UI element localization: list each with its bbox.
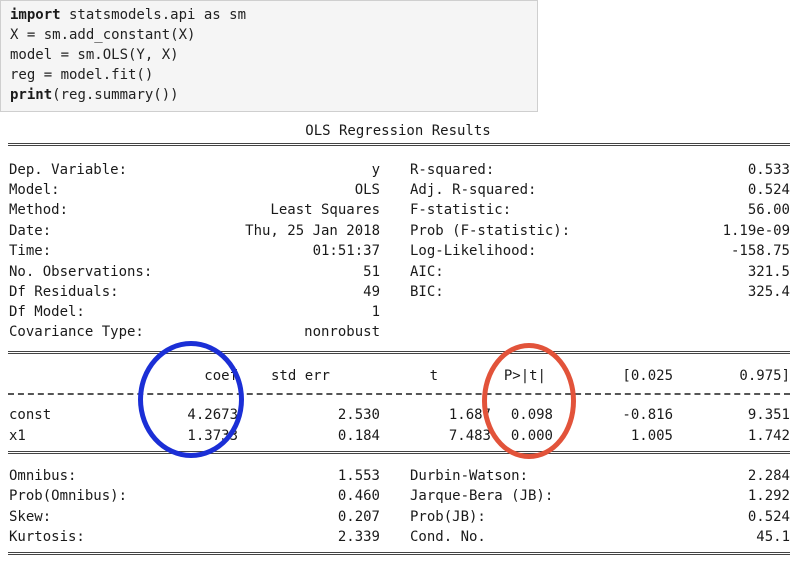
stat-label: Cond. No. [410,529,486,545]
stat-value: 321.5 [747,264,790,280]
coef-cell: 1.3733 [187,428,238,444]
stat-value: 49 [363,284,380,300]
code-line-2: X = sm.add_constant(X) [10,27,196,43]
stat-label: Model: [9,182,60,198]
stat-value: nonrobust [304,324,380,340]
stat-value: 0.533 [747,162,790,178]
code-line-4: reg = model.fit() [10,67,154,83]
code-input-cell[interactable]: import statsmodels.api as sm X = sm.add_… [0,0,538,112]
stat-label: Df Model: [9,304,85,320]
stat-value: 1 [371,304,380,320]
coef-row-name: x1 [9,428,26,444]
stat-value: 01:51:37 [312,243,380,259]
stat-label: Omnibus: [9,468,77,484]
ci-upper-header: 0.975] [739,368,790,384]
stat-label: Prob (F-statistic): [410,223,571,239]
stat-label: Adj. R-squared: [410,182,537,198]
stat-value: 1.553 [337,468,380,484]
stat-value: 56.00 [747,202,790,218]
stat-value: 0.524 [747,182,790,198]
stat-value: Least Squares [270,202,380,218]
stat-label: Kurtosis: [9,529,85,545]
stat-value: y [371,162,380,178]
stat-value: 0.207 [337,509,380,525]
stat-label: AIC: [410,264,444,280]
code-line-5: print(reg.summary()) [10,87,179,103]
stat-label: Df Residuals: [9,284,119,300]
t-stat-header: t [429,368,438,384]
coef-cell: 2.530 [337,407,380,423]
stat-value: 2.339 [337,529,380,545]
stat-label: F-statistic: [410,202,512,218]
rule-double-bottom [8,552,790,558]
coef-cell: 1.687 [448,407,491,423]
stat-label: Prob(JB): [410,509,486,525]
stat-label: Time: [9,243,52,259]
stat-value: 45.1 [756,529,790,545]
code-line-3: model = sm.OLS(Y, X) [10,47,179,63]
rule-double-top [8,143,790,149]
code-line-1: import statsmodels.api as sm [10,7,247,23]
coef-cell: 0.184 [337,428,380,444]
stat-label: Date: [9,223,52,239]
stat-label: BIC: [410,284,444,300]
coef-cell: 1.005 [630,428,673,444]
stat-label: Log-Likelihood: [410,243,537,259]
stat-label: No. Observations: [9,264,153,280]
stat-label: Durbin-Watson: [410,468,529,484]
stat-label: Skew: [9,509,52,525]
stat-value: -158.75 [730,243,790,259]
stat-value: 0.524 [747,509,790,525]
coef-cell: -0.816 [622,407,673,423]
coef-cell: 9.351 [747,407,790,423]
stat-value: 1.292 [747,488,790,504]
stat-value: 0.460 [337,488,380,504]
stat-value: Thu, 25 Jan 2018 [245,223,380,239]
coef-cell: 0.098 [510,407,553,423]
stat-label: Covariance Type: [9,324,144,340]
rule-dashed-coef [8,393,790,395]
stat-label: Jarque-Bera (JB): [410,488,554,504]
coef-header: coef [204,368,238,384]
coef-cell: 7.483 [448,428,491,444]
coef-row-name: const [9,407,52,423]
coef-cell: 4.2673 [187,407,238,423]
ci-lower-header: [0.025 [622,368,673,384]
coef-cell: 0.000 [510,428,553,444]
stat-label: R-squared: [410,162,495,178]
stat-value: 51 [363,264,380,280]
stat-label: Dep. Variable: [9,162,128,178]
stat-value: 2.284 [747,468,790,484]
rule-double-mid [8,351,790,357]
std-err-header: std err [270,368,330,384]
summary-title: OLS Regression Results [305,123,491,139]
stat-value: OLS [354,182,380,198]
coef-cell: 1.742 [747,428,790,444]
p-value-header: P>|t| [503,368,546,384]
stat-value: 1.19e-09 [722,223,790,239]
stat-label: Method: [9,202,69,218]
rule-double-lower [8,451,790,457]
stat-label: Prob(Omnibus): [9,488,128,504]
stat-value: 325.4 [747,284,790,300]
